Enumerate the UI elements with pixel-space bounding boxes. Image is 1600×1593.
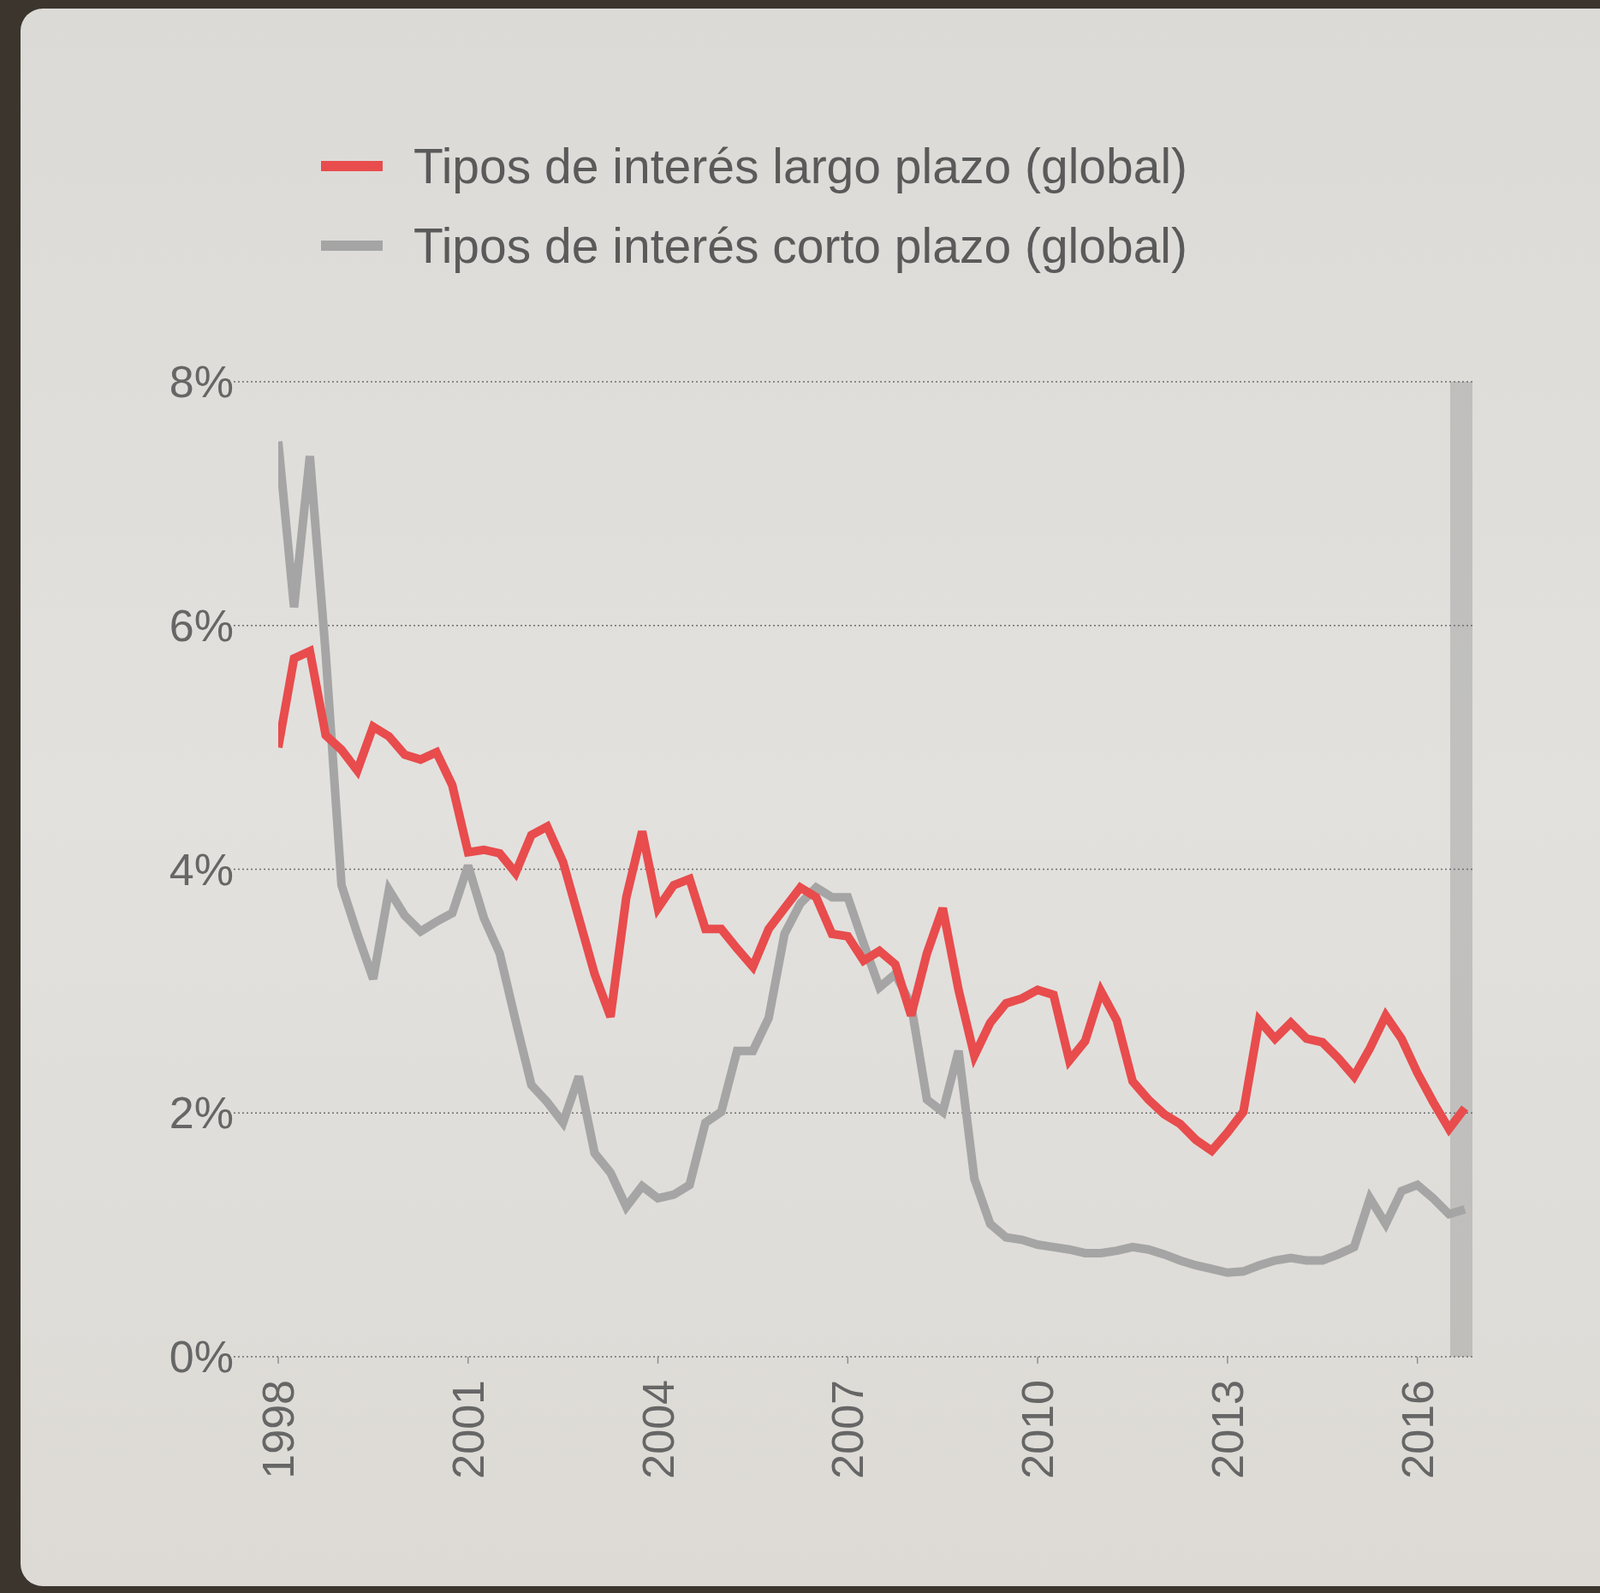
y-tick-label: 2% [169, 1088, 234, 1138]
x-tick [1036, 1356, 1038, 1364]
x-tick-label: 2016 [1392, 1379, 1443, 1480]
y-tick-label: 6% [169, 600, 234, 651]
legend-swatch [321, 240, 383, 251]
y-tick-label: 0% [169, 1332, 234, 1382]
x-tick [277, 1356, 279, 1364]
grid-line [233, 380, 1473, 382]
x-tick-label: 2004 [633, 1379, 684, 1480]
x-tick-label: 2007 [822, 1379, 873, 1480]
x-tick-label: 2010 [1012, 1379, 1063, 1480]
x-tick-label: 1998 [253, 1379, 304, 1480]
series-group [278, 441, 1465, 1273]
grid-line [233, 1356, 1473, 1357]
chart: 0% 2% 4% 6% 8% 1998 2001 2004 2007 2010 2013 2016 Ti… [0, 0, 1600, 1593]
legend-label: Tipos de interés corto plazo (global) [413, 218, 1188, 274]
y-tick-label: 8% [169, 356, 234, 407]
x-tick-label: 2001 [443, 1379, 494, 1480]
y-tick-label: 4% [169, 844, 234, 895]
grid-line [233, 624, 1473, 626]
x-tick [1416, 1356, 1418, 1364]
grid-line [233, 868, 1473, 870]
x-tick [1226, 1356, 1228, 1364]
x-tick [657, 1356, 659, 1364]
series-line [278, 651, 1465, 1152]
legend-label: Tipos de interés largo plazo (global) [413, 138, 1188, 194]
x-tick-label: 2013 [1202, 1379, 1253, 1480]
grid-line [233, 1112, 1473, 1114]
legend-swatch [321, 160, 383, 172]
x-tick [467, 1356, 469, 1364]
x-tick [847, 1356, 849, 1364]
series-line [278, 441, 1465, 1273]
